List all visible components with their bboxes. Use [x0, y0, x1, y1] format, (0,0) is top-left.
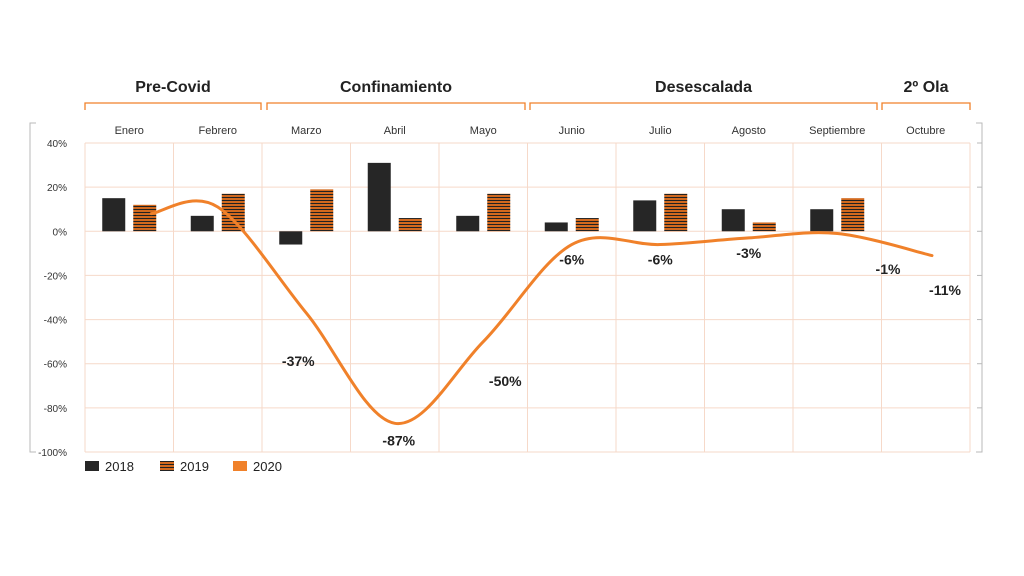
month-labels: Enero Febrero Marzo Abril Mayo Junio Julio Agos… [115, 125, 946, 137]
month-label: Febrero [198, 125, 237, 137]
bar-2018 [279, 231, 303, 245]
y-tick-label: -100% [38, 448, 67, 459]
y-axis-ticks: 40% 20% 0% -20% -40% -60% -80% -100% [38, 139, 67, 459]
bar-2018 [367, 162, 391, 232]
legend-swatch-2019 [160, 461, 174, 471]
phase-bracket [84, 102, 262, 110]
data-label: -11% [929, 282, 961, 298]
bar-2019 [398, 218, 422, 232]
y-tick-label: -80% [44, 404, 67, 415]
left-bracket [29, 122, 36, 453]
bar-2018 [456, 215, 480, 232]
bar-2018 [544, 222, 568, 232]
month-label: Junio [559, 125, 585, 137]
bar-2018 [190, 215, 214, 232]
phase-label: Desescalada [655, 79, 752, 96]
y-tick-label: 20% [47, 183, 67, 194]
bar-2019 [133, 204, 157, 232]
y-tick-label: 40% [47, 139, 67, 150]
phase-label: Pre-Covid [135, 79, 211, 96]
line-2020-path [149, 199, 934, 425]
bar-2018 [633, 200, 657, 232]
data-label: -87% [382, 432, 415, 448]
data-label: -3% [736, 245, 761, 261]
y-tick-label: -20% [44, 271, 67, 282]
bar-2019 [575, 218, 599, 232]
legend: 2018 2019 2020 [85, 459, 282, 474]
bar-2019 [752, 222, 776, 232]
phase-bracket [881, 102, 971, 110]
data-labels: -37% -87% -50% -6% -6% -3% -1% -11% [282, 245, 962, 448]
legend-label: 2018 [105, 459, 134, 474]
data-label: -6% [648, 252, 673, 268]
bar-2019 [841, 198, 865, 232]
month-label: Enero [115, 125, 144, 137]
month-label: Marzo [291, 125, 322, 137]
bar-2018 [102, 198, 126, 232]
bar-2019 [310, 189, 334, 232]
month-label: Mayo [470, 125, 497, 137]
legend-label: 2019 [180, 459, 209, 474]
month-label: Octubre [906, 125, 945, 137]
bar-2019 [221, 193, 245, 232]
month-label: Septiembre [809, 125, 865, 137]
month-label: Julio [649, 125, 672, 137]
phase-bracket [266, 102, 526, 110]
data-label: -37% [282, 353, 315, 369]
line-2020 [149, 199, 934, 425]
phase-label: Confinamiento [340, 79, 452, 96]
y-tick-label: 0% [53, 227, 68, 238]
right-bracket [976, 122, 983, 453]
bar-2018 [721, 209, 745, 232]
legend-label: 2020 [253, 459, 282, 474]
month-label: Agosto [732, 125, 766, 137]
bar-2019 [664, 193, 688, 232]
bars [102, 162, 865, 245]
data-label: -6% [559, 252, 584, 268]
grid [84, 142, 971, 453]
month-label: Abril [384, 125, 406, 137]
data-label: -50% [489, 373, 522, 389]
chart-frame [29, 122, 983, 453]
phase-headers: Pre-Covid Confinamiento Desescalada 2º Ola [84, 79, 971, 110]
legend-swatch-2018 [85, 461, 99, 471]
y-tick-label: -40% [44, 316, 67, 327]
phase-bracket [529, 102, 878, 110]
bar-2018 [810, 209, 834, 232]
phase-label: 2º Ola [904, 79, 949, 96]
bar-2019 [487, 193, 511, 232]
data-label: -1% [876, 261, 901, 277]
legend-swatch-2020 [233, 461, 247, 471]
y-tick-label: -60% [44, 360, 67, 371]
